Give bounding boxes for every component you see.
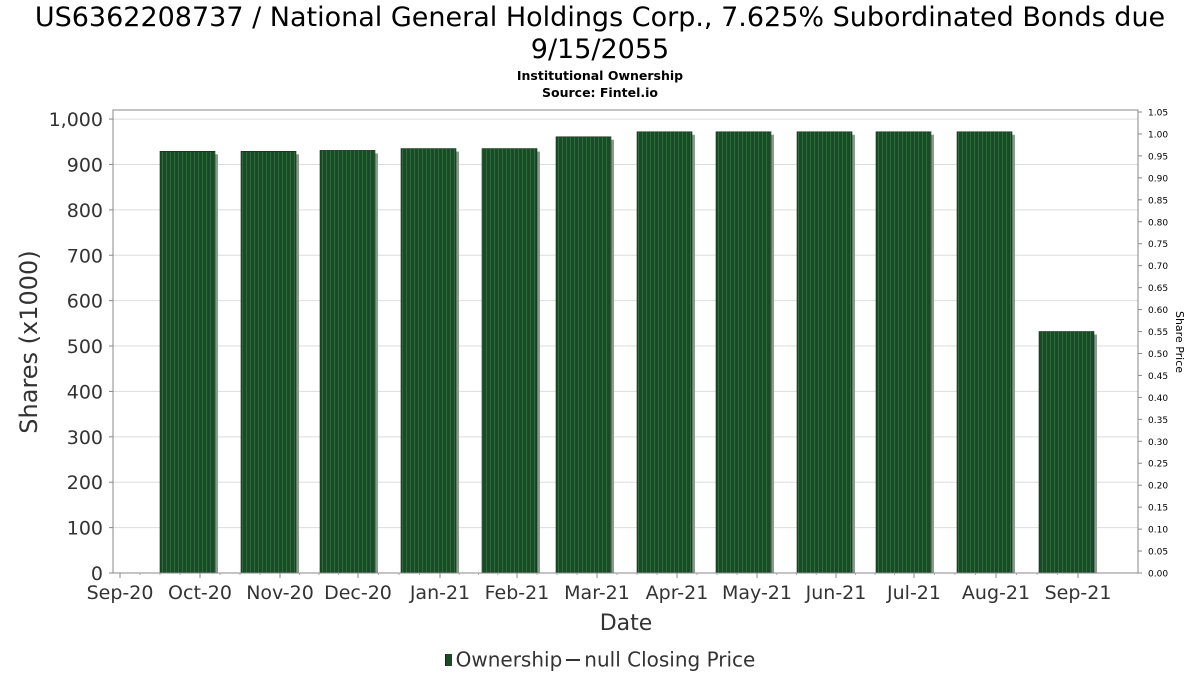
x-tick-label: Feb-21	[485, 582, 550, 604]
ownership-bar	[636, 131, 693, 574]
y-tick-label: 1,000	[49, 109, 103, 131]
y2-tick-label: 0.45	[1148, 372, 1168, 382]
legend-ownership-label: Ownership	[455, 647, 563, 672]
y2-tick-label: 0.95	[1148, 152, 1168, 162]
y2-tick-label: 0.70	[1148, 262, 1168, 272]
ownership-chart: 0 100 200 300 400 500 600 700 800 900 1,000 0.00 0.0…	[15, 109, 1186, 637]
legend-price-label: null Closing Price	[584, 647, 756, 672]
chart-subtitle: Institutional Ownership	[516, 68, 684, 83]
ownership-bar	[555, 136, 612, 574]
ownership-bar	[715, 131, 772, 574]
x-tick-label: Jun-21	[805, 582, 867, 604]
chart-title-line1: US6362208737 / National General Holdings…	[34, 2, 1166, 33]
y2-tick-label: 0.10	[1148, 526, 1168, 536]
x-tick-label: Jan-21	[409, 582, 470, 604]
y-tick-label: 900	[67, 154, 103, 176]
x-tick-label: Apr-21	[646, 582, 709, 604]
y-tick-label: 200	[67, 472, 103, 494]
y2-tick-label: 0.85	[1148, 196, 1168, 206]
x-tick-label: Sep-21	[1045, 582, 1112, 604]
y-tick-label: 600	[67, 291, 103, 313]
y-tick-label: 700	[67, 245, 103, 267]
y2-tick-label: 0.50	[1148, 350, 1168, 360]
ownership-bar	[796, 131, 853, 574]
y2-tick-label: 0.30	[1148, 438, 1168, 448]
y2-tick-label: 0.75	[1148, 240, 1168, 250]
y2-tick-label: 0.55	[1148, 328, 1168, 338]
y-axis-label: Shares (x1000)	[15, 250, 43, 433]
y2-tick-label: 1.00	[1148, 130, 1168, 140]
x-axis-label: Date	[600, 611, 653, 636]
x-tick-label: Sep-20	[87, 582, 154, 604]
y2-tick-label: 0.00	[1148, 570, 1168, 580]
ownership-bar	[1038, 331, 1095, 574]
ownership-legend-swatch	[444, 653, 452, 666]
x-tick-label: Jul-21	[886, 582, 941, 604]
legend: Ownership null Closing Price	[0, 646, 1200, 672]
y2-tick-label: 0.25	[1148, 460, 1168, 470]
y-tick-label: 100	[67, 518, 103, 540]
ownership-bar	[400, 148, 457, 574]
y-tick-label: 800	[67, 200, 103, 222]
y2-tick-label: 0.20	[1148, 482, 1168, 492]
ownership-bar	[956, 131, 1013, 574]
x-tick-label: Oct-20	[168, 582, 232, 604]
x-tick-label: May-21	[722, 582, 792, 604]
y2-tick-label: 0.65	[1148, 284, 1168, 294]
y2-tick-label: 0.90	[1148, 174, 1168, 184]
y-tick-label: 300	[67, 427, 103, 449]
y2-axis-label: Share Price	[1173, 311, 1186, 373]
y-tick-label: 500	[67, 336, 103, 358]
ownership-bar	[159, 151, 216, 574]
chart-source: Source: Fintel.io	[542, 85, 658, 100]
y2-tick-label: 0.35	[1148, 416, 1168, 426]
x-tick-label: Nov-20	[246, 582, 314, 604]
ownership-bar	[319, 150, 376, 574]
x-tick-label: Dec-20	[324, 582, 392, 604]
y2-tick-label: 1.05	[1148, 109, 1168, 119]
x-tick-label: Aug-21	[962, 582, 1030, 604]
y2-tick-label: 0.15	[1148, 504, 1168, 514]
plot-area	[112, 109, 1139, 574]
ownership-bar	[875, 131, 932, 574]
price-legend-line	[566, 658, 581, 661]
y2-tick-label: 0.05	[1148, 548, 1168, 558]
y-tick-label: 400	[67, 381, 103, 403]
chart-title-line2: 9/15/2055	[530, 34, 670, 65]
y2-tick-label: 0.80	[1148, 218, 1168, 228]
ownership-bar	[240, 151, 297, 574]
y2-tick-label: 0.60	[1148, 306, 1168, 316]
y2-tick-label: 0.40	[1148, 394, 1168, 404]
x-tick-label: Mar-21	[564, 582, 630, 604]
y-tick-label: 0	[91, 563, 103, 585]
ownership-bar	[481, 148, 538, 574]
